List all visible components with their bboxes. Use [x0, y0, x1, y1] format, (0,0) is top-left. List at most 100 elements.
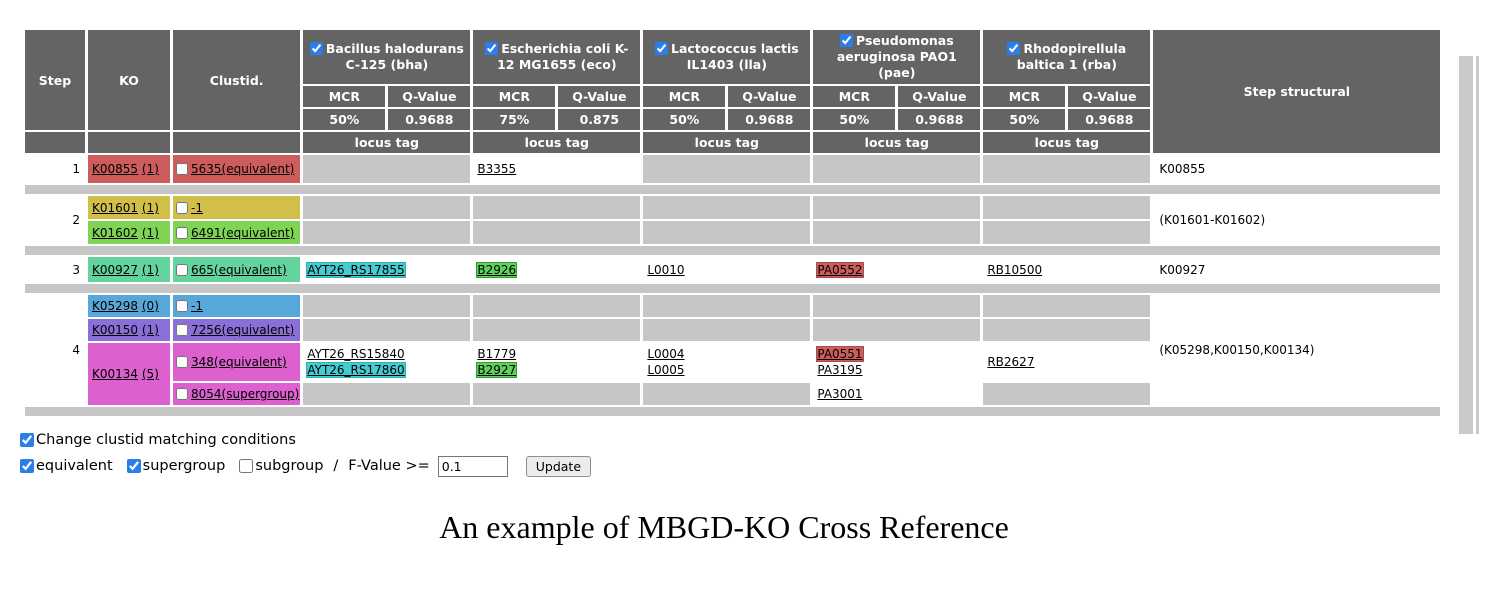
locus-cell: AYT26_RS15840 AYT26_RS17860: [303, 343, 471, 381]
ko-count-link[interactable]: (1): [141, 262, 159, 277]
locus-link-PA0551[interactable]: PA0551: [816, 346, 864, 362]
equivalent-checkbox[interactable]: [20, 459, 34, 473]
ko-count-link[interactable]: (1): [141, 323, 159, 337]
step-number: 3: [25, 257, 85, 282]
locus-link-AYT26_RS17860[interactable]: AYT26_RS17860: [306, 362, 406, 378]
locus-link-B3355[interactable]: B3355: [477, 162, 517, 176]
clustid-checkbox-minus1b[interactable]: [176, 300, 188, 312]
clustid-cell: -1: [173, 196, 301, 219]
clustid-checkbox-348[interactable]: [176, 356, 188, 368]
organism-name-bha: Bacillus halodurans C-125 (bha): [325, 41, 464, 72]
ko-count-link[interactable]: (1): [141, 225, 159, 240]
clustid-matching-controls: Change clustid matching conditions equiv…: [20, 427, 1500, 479]
locus-link-B1779[interactable]: B1779: [477, 347, 517, 361]
organism-checkbox-pae[interactable]: [840, 34, 853, 47]
locus-cell: PA3001: [813, 383, 981, 405]
locus-link-AYT26_RS17855[interactable]: AYT26_RS17855: [306, 261, 406, 278]
step4-row-2: K00150 (1) 7256(equivalent): [25, 319, 1440, 341]
organism-checkbox-lla[interactable]: [654, 42, 668, 55]
organism-name-pae: Pseudomonas aeruginosa PAO1 (pae): [836, 33, 957, 80]
supergroup-checkbox[interactable]: [126, 459, 141, 473]
ko-count-link[interactable]: (1): [141, 200, 159, 215]
step-separator: [25, 407, 1441, 416]
locus-cell-empty: [813, 155, 981, 183]
clustid-checkbox-7256[interactable]: [176, 324, 188, 336]
mcr-header-pae: MCR: [813, 86, 896, 107]
locus-link-PA3001[interactable]: PA3001: [817, 387, 863, 401]
vertical-scrollbar[interactable]: [1459, 56, 1473, 434]
locus-cell: L0004 L0005: [643, 343, 811, 381]
fvalue-input[interactable]: [437, 455, 508, 477]
locus-cell-empty: [473, 319, 641, 341]
qvalue-value-pae: 0.9688: [898, 109, 981, 130]
ko-count-link[interactable]: (1): [141, 162, 159, 176]
mcr-header-eco: MCR: [473, 86, 556, 107]
organism-checkbox-rba[interactable]: [1007, 42, 1021, 55]
ko-count-link[interactable]: (5): [141, 367, 159, 381]
locus-cell-empty: [983, 221, 1151, 244]
clustid-checkbox-5635[interactable]: [176, 163, 188, 175]
mcr-value-bha: 50%: [303, 109, 386, 130]
locus-cell-empty: [983, 295, 1151, 317]
ko-link-K01602[interactable]: K01602: [92, 225, 139, 240]
locus-link-PA3195[interactable]: PA3195: [817, 363, 863, 377]
clustid-link-665[interactable]: 665(equivalent): [191, 262, 287, 277]
clustid-link-348[interactable]: 348(equivalent): [191, 355, 287, 369]
mcr-value-eco: 75%: [473, 109, 556, 130]
ko-cell: K01602 (1): [88, 221, 170, 244]
ko-link-K05298[interactable]: K05298: [92, 299, 139, 313]
clustid-checkbox-8054[interactable]: [176, 388, 188, 400]
mcr-value-lla: 50%: [643, 109, 726, 130]
locus-cell-empty: [473, 295, 641, 317]
change-conditions-checkbox[interactable]: [20, 433, 34, 447]
ko-cell: K05298 (0): [88, 295, 170, 317]
separator-bar: [25, 246, 1441, 255]
clustid-link-6491[interactable]: 6491(equivalent): [191, 225, 295, 240]
locus-link-L0005[interactable]: L0005: [647, 363, 685, 377]
clustid-link-minus1[interactable]: -1: [191, 200, 203, 215]
locus-cell-empty: [813, 295, 981, 317]
clustid-link-8054[interactable]: 8054(supergroup): [191, 387, 300, 401]
locus-cell: PA0552: [813, 257, 981, 282]
step-number: 2: [25, 196, 85, 244]
clustid-checkbox-6491[interactable]: [176, 226, 188, 239]
organism-checkbox-bha[interactable]: [309, 42, 323, 55]
clustid-link-5635[interactable]: 5635(equivalent): [191, 162, 295, 176]
locus-tag-header-lla: locus tag: [643, 132, 811, 153]
locus-link-B2926[interactable]: B2926: [476, 261, 518, 278]
update-button[interactable]: Update: [525, 455, 592, 477]
locus-link-RB2627[interactable]: RB2627: [987, 355, 1035, 369]
locus-link-B2927[interactable]: B2927: [476, 362, 518, 378]
step-structural-value: K00927: [1153, 257, 1441, 282]
step-structural-value: (K05298,K00150,K00134): [1153, 295, 1441, 405]
ko-link-K00150[interactable]: K00150: [92, 323, 139, 337]
step-structural-value: (K01601-K01602): [1153, 196, 1441, 244]
clustid-link-minus1b[interactable]: -1: [191, 299, 203, 313]
locus-cell-empty: [473, 196, 641, 219]
clustid-checkbox-665[interactable]: [176, 263, 188, 276]
locus-link-PA0552[interactable]: PA0552: [816, 261, 864, 278]
clustid-cell: 5635(equivalent): [173, 155, 301, 183]
ko-link-K00927[interactable]: K00927: [92, 262, 139, 277]
ko-link-K00134[interactable]: K00134: [92, 367, 139, 381]
col-header-organism-eco: Escherichia coli K-12 MG1655 (eco): [473, 30, 641, 84]
locus-link-AYT26_RS15840[interactable]: AYT26_RS15840: [307, 347, 405, 361]
ko-link-K00855[interactable]: K00855: [92, 162, 139, 176]
ko-cell: K00134 (5): [88, 343, 170, 405]
clustid-checkbox-minus1[interactable]: [176, 201, 188, 214]
organism-name-eco: Escherichia coli K-12 MG1655 (eco): [497, 41, 629, 72]
locus-cell: B3355: [473, 155, 641, 183]
locus-link-RB10500[interactable]: RB10500: [987, 262, 1043, 277]
step-separator: [25, 185, 1441, 194]
clustid-link-7256[interactable]: 7256(equivalent): [191, 323, 295, 337]
subgroup-checkbox[interactable]: [239, 459, 254, 473]
locus-link-L0004[interactable]: L0004: [647, 347, 685, 361]
locus-cell-empty: [643, 383, 811, 405]
ko-count-link[interactable]: (0): [141, 299, 159, 313]
col-header-organism-lla: Lactococcus lactis IL1403 (lla): [643, 30, 811, 84]
ko-link-K01601[interactable]: K01601: [92, 200, 139, 215]
change-conditions-label: Change clustid matching conditions: [36, 432, 296, 448]
organism-name-rba: Rhodopirellula baltica 1 (rba): [1016, 41, 1127, 72]
organism-checkbox-eco[interactable]: [485, 42, 499, 55]
locus-link-L0010[interactable]: L0010: [647, 262, 685, 277]
